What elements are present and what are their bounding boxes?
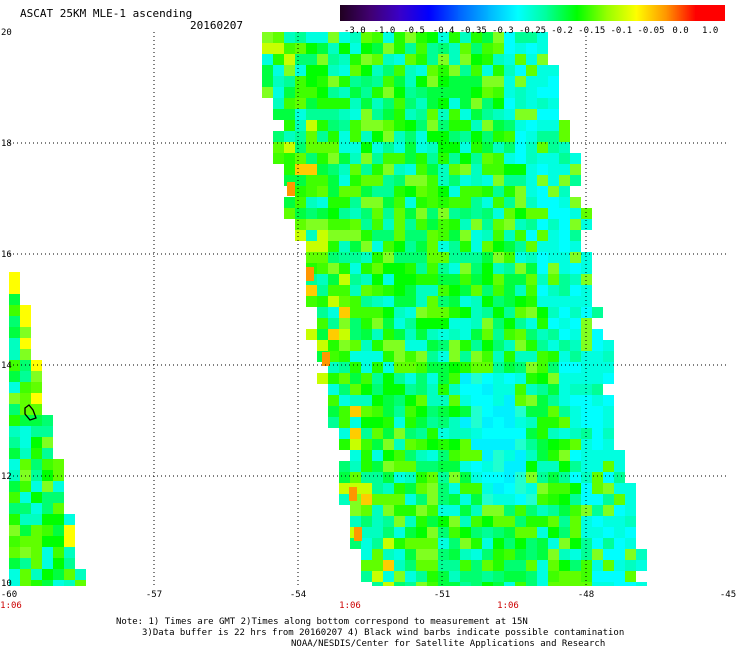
lon-tick-label: -51 (433, 590, 451, 600)
note-line-3: NOAA/NESDIS/Center for Satellite Applica… (291, 639, 606, 649)
colorbar-label: -0.5 (403, 26, 425, 36)
note-line-2: 3)Data buffer is 22 hrs from 20160207 4)… (142, 628, 625, 638)
swath-main (262, 32, 647, 586)
lon-tick-label: -60 (0, 590, 18, 600)
colorbar-label: -0.4 (432, 26, 455, 36)
colorbar-label: 1.0 (702, 26, 719, 36)
map-gridlines (9, 32, 728, 586)
product-title: ASCAT 25KM MLE-1 ascending (20, 7, 193, 20)
map-plot (9, 32, 728, 586)
colorbar-label: -0.15 (578, 26, 606, 36)
colorbar-label: 0.0 (672, 26, 689, 36)
colorbar (340, 5, 726, 21)
colorbar-label: -0.35 (459, 26, 487, 36)
colorbar-label: -0.3 (492, 26, 514, 36)
lon-tick-label: -54 (289, 590, 307, 600)
time-label: 1:06 (497, 601, 519, 611)
colorbar-segment (695, 5, 726, 21)
lat-tick-label: 18 (1, 139, 12, 149)
colorbar-segment (636, 5, 667, 21)
swath-left (9, 272, 86, 586)
product-date: 20160207 (190, 19, 243, 32)
colorbar-segment (340, 5, 371, 21)
lat-tick-label: 20 (1, 28, 12, 38)
lon-tick-label: -45 (719, 590, 737, 600)
colorbar-segment (547, 5, 578, 21)
time-label: 1:06 (0, 601, 22, 611)
lon-tick-label: -57 (145, 590, 163, 600)
colorbar-segment (399, 5, 430, 21)
colorbar-label: -3.0 (343, 26, 366, 36)
lon-tick-label: -48 (577, 590, 595, 600)
colorbar-label: -0.2 (551, 26, 573, 36)
lat-tick-label: 16 (1, 250, 12, 260)
colorbar-label: -0.25 (518, 26, 547, 36)
lat-tick-label: 10 (1, 579, 12, 589)
lat-tick-label: 14 (1, 361, 12, 371)
colorbar-segment (428, 5, 459, 21)
colorbar-segment (458, 5, 489, 21)
note-line-1: Note: 1) Times are GMT 2)Times along bot… (116, 617, 528, 627)
colorbar-segment (488, 5, 519, 21)
colorbar-segment (517, 5, 548, 21)
time-label: 1:06 (339, 601, 361, 611)
colorbar-label: -0.1 (610, 26, 633, 36)
colorbar-segment (606, 5, 637, 21)
colorbar-segment (665, 5, 696, 21)
lat-tick-label: 12 (1, 472, 12, 482)
colorbar-label: -0.05 (637, 26, 665, 36)
swath-map-svg (9, 32, 728, 586)
colorbar-segment (369, 5, 400, 21)
colorbar-segment (576, 5, 608, 21)
colorbar-label: -1.0 (373, 26, 396, 36)
island-outline (24, 404, 37, 421)
